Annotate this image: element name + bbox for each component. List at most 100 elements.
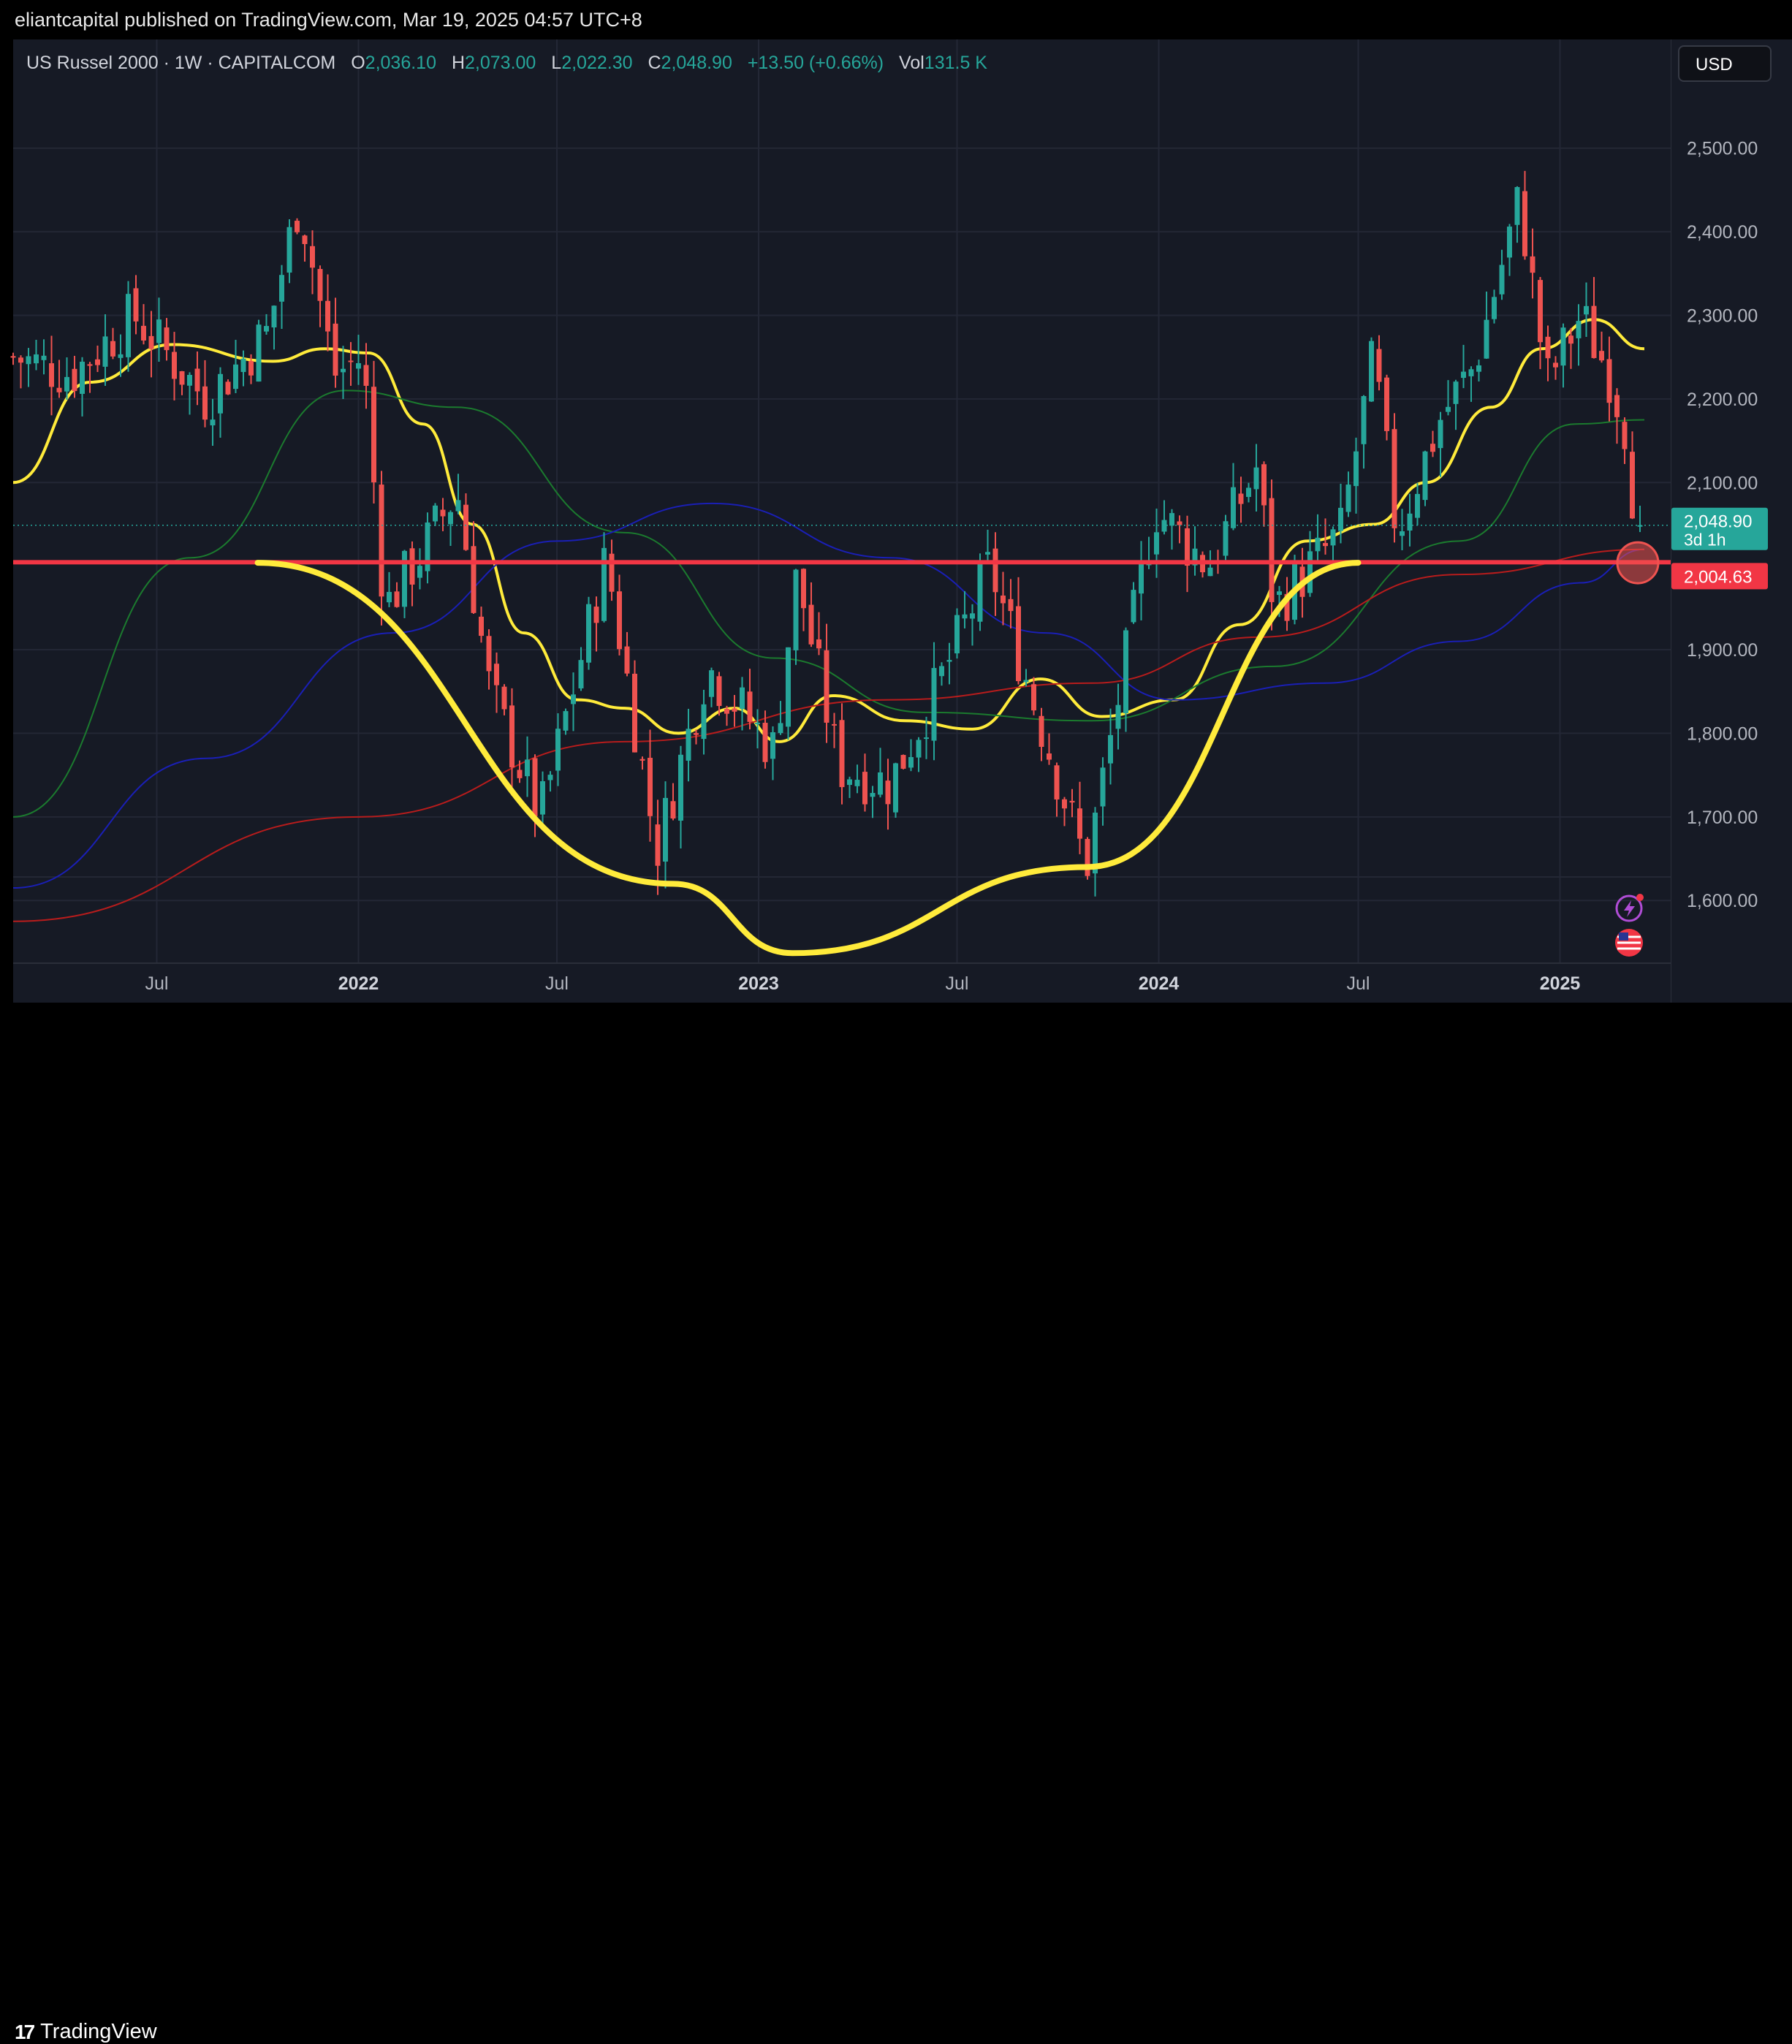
candle-body (317, 269, 323, 301)
candle-body (563, 711, 569, 731)
candle-body (1315, 537, 1321, 552)
candle-body (1468, 369, 1474, 376)
candle-body (110, 341, 115, 357)
y-tick-label: 2,500.00 (1687, 139, 1758, 159)
candle-body (985, 552, 990, 555)
candle-body (1522, 191, 1527, 257)
us-flag-icon (1615, 929, 1643, 957)
candle-body (210, 419, 216, 426)
candle-body (1354, 451, 1359, 487)
candle-body (1023, 680, 1029, 683)
candle-body (970, 613, 975, 619)
price-chart[interactable]: 2,500.00 2,400.00 2,300.00 2,200.00 2,100.00… (0, 0, 1792, 1055)
notification-dot (1636, 894, 1644, 901)
high-label: H (451, 53, 466, 73)
candle-body (1131, 590, 1136, 623)
candle-body (716, 676, 722, 707)
candle-body (333, 323, 338, 376)
candle-body (233, 364, 238, 390)
candle-body (187, 375, 192, 386)
candle-body (34, 354, 39, 364)
candle-body (26, 356, 31, 365)
top-bar: eliantcapital published on TradingView.c… (0, 0, 1792, 39)
candle-body (1307, 551, 1313, 593)
candle-body (854, 780, 860, 786)
candle-body (1430, 444, 1435, 452)
candle-body (962, 614, 968, 619)
candle-body (286, 227, 292, 273)
candle-body (832, 723, 837, 726)
candle-body (87, 364, 93, 366)
candle-body (1599, 351, 1604, 361)
symbol-name: US Russel 2000 · 1W · CAPITALCOM (26, 53, 336, 73)
candle-body (954, 615, 960, 654)
candle-body (1461, 371, 1466, 379)
candle-body (1422, 451, 1428, 501)
candle-body (1062, 799, 1067, 809)
candle-body (1330, 529, 1336, 546)
grid-lines (13, 39, 1671, 963)
candle-body (256, 324, 262, 382)
candle-body (264, 326, 269, 332)
candle-body (471, 546, 477, 613)
candle-body (1123, 630, 1128, 713)
candle-body (133, 288, 139, 322)
candle-body (64, 376, 69, 392)
y-tick-label: 2,200.00 (1687, 390, 1758, 410)
tradingview-logo[interactable]: 17 TradingView (15, 2020, 157, 2044)
y-tick-label: 1,800.00 (1687, 723, 1758, 744)
candle-body (49, 363, 54, 387)
candle-body (686, 729, 691, 761)
open-label: O (351, 53, 365, 73)
candle-body (1392, 429, 1397, 528)
candle-body (609, 553, 615, 592)
candle-body (1039, 715, 1044, 747)
candle-body (1253, 467, 1259, 490)
close-label: C (648, 53, 661, 73)
x-tick-label: Jul (1347, 973, 1370, 994)
candle-body (1538, 280, 1543, 343)
candle-body (1514, 187, 1520, 225)
highlight-circle (1616, 541, 1660, 585)
candle-body (1553, 362, 1558, 368)
candle-body (632, 673, 637, 753)
candle-body (1261, 464, 1267, 506)
candle-body (893, 763, 898, 813)
candle-body (501, 686, 507, 710)
moving-average-line (12, 390, 1645, 818)
candle-body (571, 694, 576, 704)
candle-body (701, 704, 707, 740)
change-value: +13.50 (+0.66%) (747, 53, 884, 73)
y-tick-label: 2,100.00 (1687, 473, 1758, 493)
candle-body (624, 646, 630, 674)
candle-body (1492, 297, 1497, 319)
candle-body (509, 705, 515, 768)
candle-body (1085, 839, 1090, 876)
candle-body (494, 664, 499, 685)
candle-body (1069, 800, 1075, 803)
axes: 2,500.00 2,400.00 2,300.00 2,200.00 2,100.00… (13, 139, 1768, 994)
candle-body (18, 357, 23, 363)
candle-body (1177, 521, 1182, 525)
candle-body (455, 500, 461, 512)
lightning-icon-ring (1615, 894, 1643, 922)
currency-button[interactable]: USD (1678, 45, 1772, 82)
candle-body (271, 305, 277, 328)
candle-body (56, 387, 62, 392)
candle-body (1400, 531, 1405, 536)
candle-body (1154, 532, 1159, 555)
candle-body (102, 336, 108, 367)
candle-body (310, 246, 315, 268)
candle-body (1108, 734, 1113, 764)
candle-body (1192, 548, 1198, 566)
candle-body (302, 235, 308, 244)
candle-body (885, 780, 891, 805)
candle-body (532, 758, 538, 817)
candle-body (348, 360, 354, 362)
current-price-label: 2,048.90 (1684, 512, 1752, 532)
candle-body (1606, 359, 1612, 403)
candle-body (1438, 419, 1443, 449)
candle-body (72, 368, 77, 392)
x-tick-label: 2023 (738, 973, 779, 994)
candle-body (164, 327, 170, 351)
